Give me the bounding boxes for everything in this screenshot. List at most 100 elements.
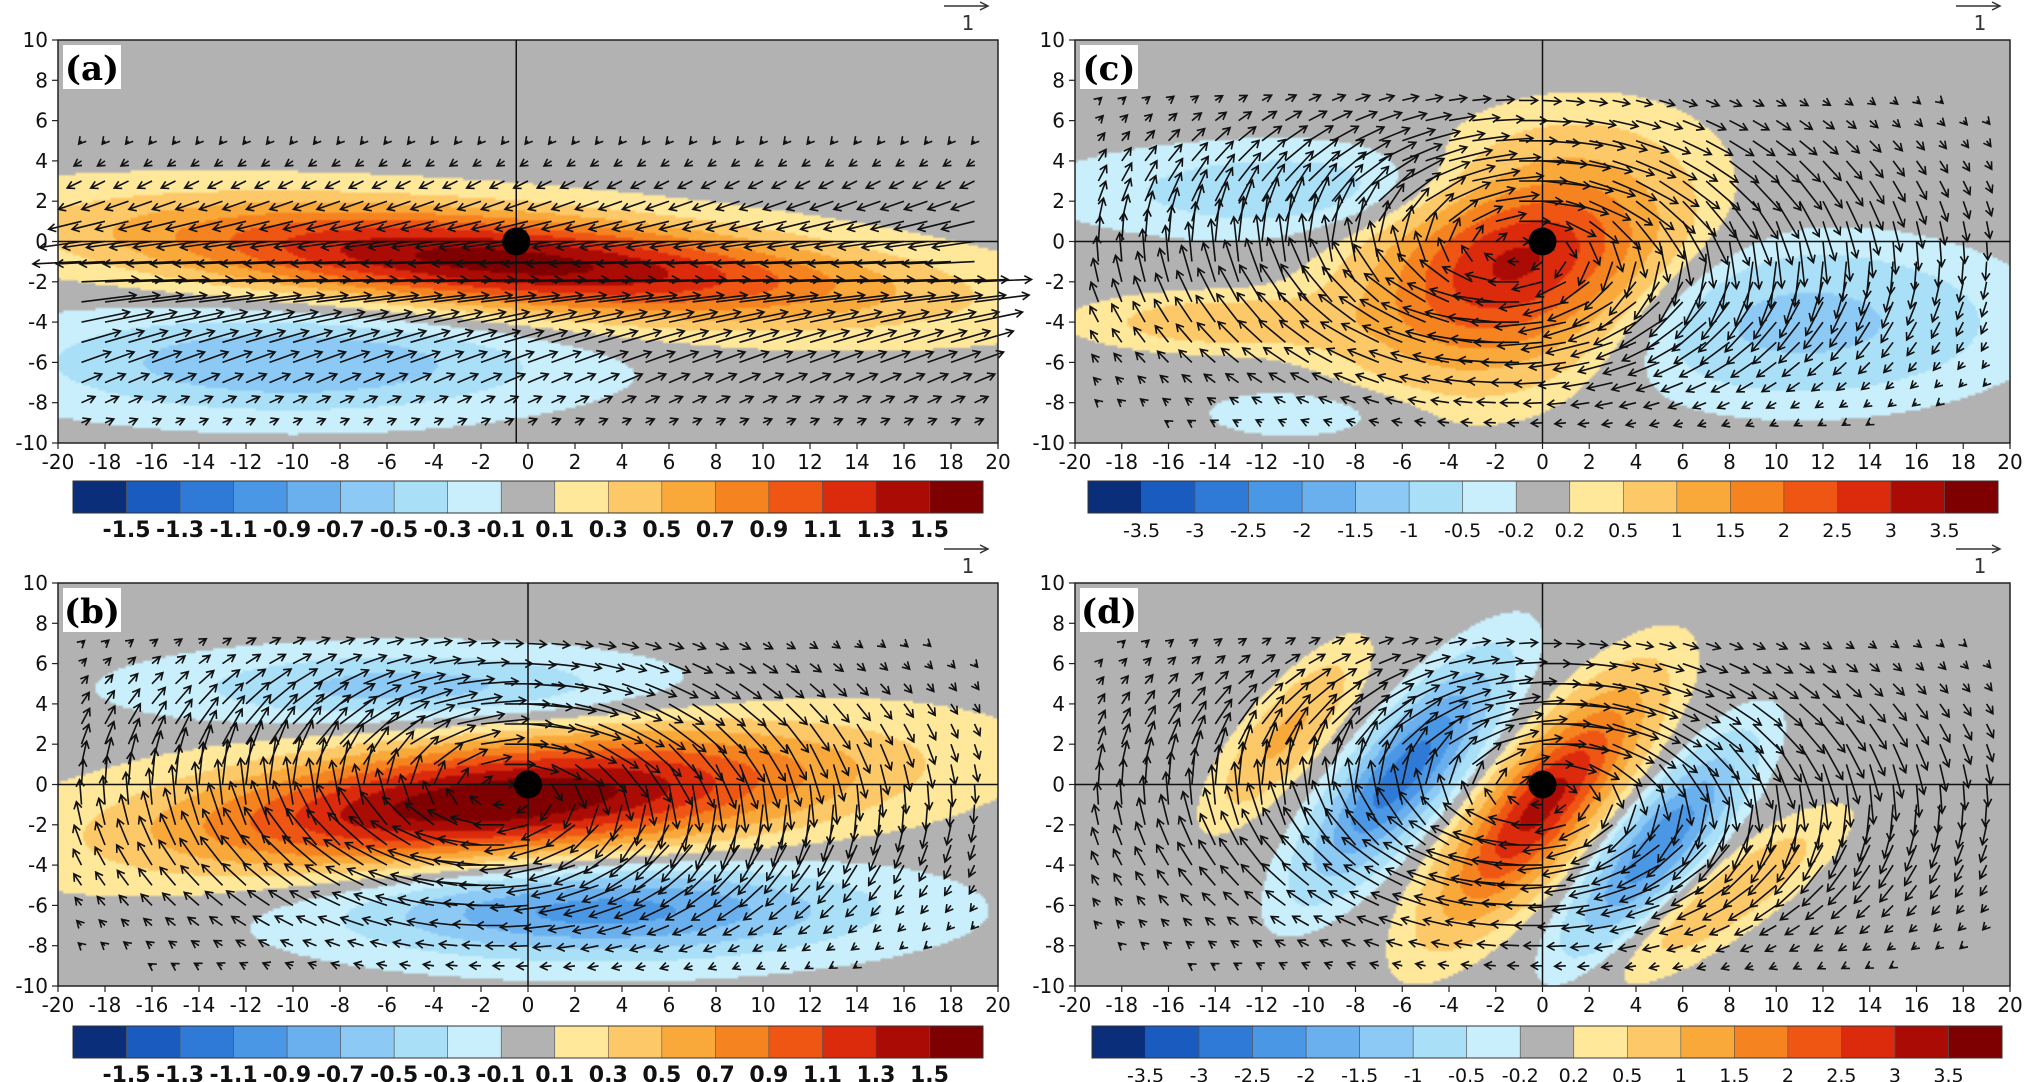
wind-arrow (1885, 380, 1895, 390)
wind-arrow (98, 918, 108, 928)
panel-a: -20 -18 -16 -14 -12 -10 -8 -6 -4 -2 0 2 4 6 8 10 12 14 16 1… (15, 1, 1034, 543)
wind-arrow (869, 220, 905, 233)
x-tick-label: -6 (1392, 450, 1412, 474)
wind-arrow (261, 961, 272, 970)
wind-arrow (225, 890, 247, 907)
wind-arrow (1156, 247, 1170, 283)
wind-arrow (566, 158, 576, 167)
wind-arrow (871, 158, 882, 167)
wind-arrow (1618, 884, 1660, 904)
wind-arrow (1683, 281, 1707, 326)
wind-arrow (324, 180, 341, 190)
wind-arrow (950, 723, 959, 740)
wind-arrow (1915, 723, 1930, 746)
wind-arrow (1799, 662, 1816, 674)
wind-arrow (681, 804, 694, 853)
wind-arrow (969, 903, 979, 913)
wind-arrow (888, 180, 905, 190)
wind-arrow (535, 180, 552, 190)
wind-arrow (1472, 185, 1517, 202)
wind-arrow (337, 786, 365, 826)
wind-arrow (794, 180, 811, 190)
wind-arrow (1121, 161, 1133, 182)
wind-arrow (116, 817, 130, 846)
wind-arrow (305, 757, 318, 805)
wind-arrow (527, 328, 569, 344)
wind-arrow (1542, 220, 1575, 232)
wind-arrow (365, 844, 411, 866)
wind-arrow (127, 732, 139, 765)
wind-arrow (1299, 320, 1333, 343)
wind-arrow (1295, 395, 1310, 405)
wind-arrow (1237, 709, 1257, 745)
wind-arrow (739, 349, 771, 364)
wind-arrow (1939, 703, 1951, 719)
wind-arrow (1094, 658, 1104, 668)
wind-arrow (1840, 961, 1850, 970)
wind-arrow (729, 804, 741, 854)
wind-arrow (410, 372, 433, 384)
wind-arrow (1378, 636, 1395, 646)
wind-arrow (230, 180, 247, 190)
wind-arrow (764, 884, 788, 907)
colorbar-tick-label: -1 (1404, 1065, 1423, 1082)
wind-arrow (386, 636, 405, 646)
wind-arrow (715, 723, 748, 755)
wind-arrow (1238, 669, 1255, 685)
wind-arrow (972, 743, 982, 761)
y-tick-label: 10 (23, 28, 48, 52)
wind-arrow (1275, 212, 1287, 262)
wind-arrow (1853, 884, 1871, 905)
wind-arrow (1181, 373, 1193, 384)
wind-arrow (252, 915, 270, 927)
wind-arrow (786, 662, 801, 674)
wind-arrow (1862, 942, 1872, 952)
wind-arrow (1644, 321, 1684, 351)
wind-arrow (1425, 670, 1460, 685)
wind-arrow (921, 922, 931, 932)
x-tick-label: 10 (750, 450, 775, 474)
colorbar-swatch (1359, 1025, 1414, 1059)
wind-arrow (879, 683, 891, 695)
wind-arrow (668, 683, 699, 699)
wind-arrow (1522, 941, 1543, 951)
wind-arrow (1284, 125, 1309, 142)
wind-arrow (1451, 291, 1496, 303)
wind-arrow (1186, 419, 1197, 428)
wind-arrow (1751, 341, 1777, 365)
wind-arrow (1624, 961, 1637, 972)
wind-arrow (1498, 301, 1543, 313)
wind-arrow (1775, 221, 1794, 266)
wind-arrow (763, 864, 788, 895)
wind-arrow (1668, 864, 1707, 894)
wind-arrow (688, 136, 698, 146)
wind-arrow (1402, 127, 1437, 142)
wind-arrow (1425, 144, 1469, 162)
wind-arrow (648, 240, 693, 252)
y-tick-label: -10 (1032, 431, 1065, 455)
wind-arrow (1570, 844, 1613, 865)
wind-arrow (1869, 703, 1887, 724)
wind-arrow (777, 158, 788, 167)
wind-arrow (1144, 189, 1156, 222)
wind-arrow (845, 824, 858, 860)
wind-arrow (597, 763, 628, 794)
wind-arrow (1729, 662, 1751, 675)
reference-vector-arrow (1956, 544, 2002, 554)
wind-arrow (761, 200, 787, 212)
wind-arrow (1425, 160, 1471, 182)
wind-arrow (1191, 141, 1209, 162)
wind-arrow (1589, 97, 1609, 107)
wind-arrow (799, 220, 834, 233)
y-tick-label: 6 (35, 652, 48, 676)
wind-arrow (1343, 216, 1357, 262)
wind-arrow (1345, 417, 1356, 427)
wind-arrow (37, 240, 82, 252)
wind-arrow (386, 653, 413, 665)
wind-arrow (151, 349, 183, 364)
wind-arrow (856, 395, 872, 404)
wind-arrow (918, 158, 929, 167)
wind-arrow (824, 158, 835, 167)
wind-arrow (856, 328, 898, 344)
y-tick-label: 8 (1052, 68, 1065, 92)
